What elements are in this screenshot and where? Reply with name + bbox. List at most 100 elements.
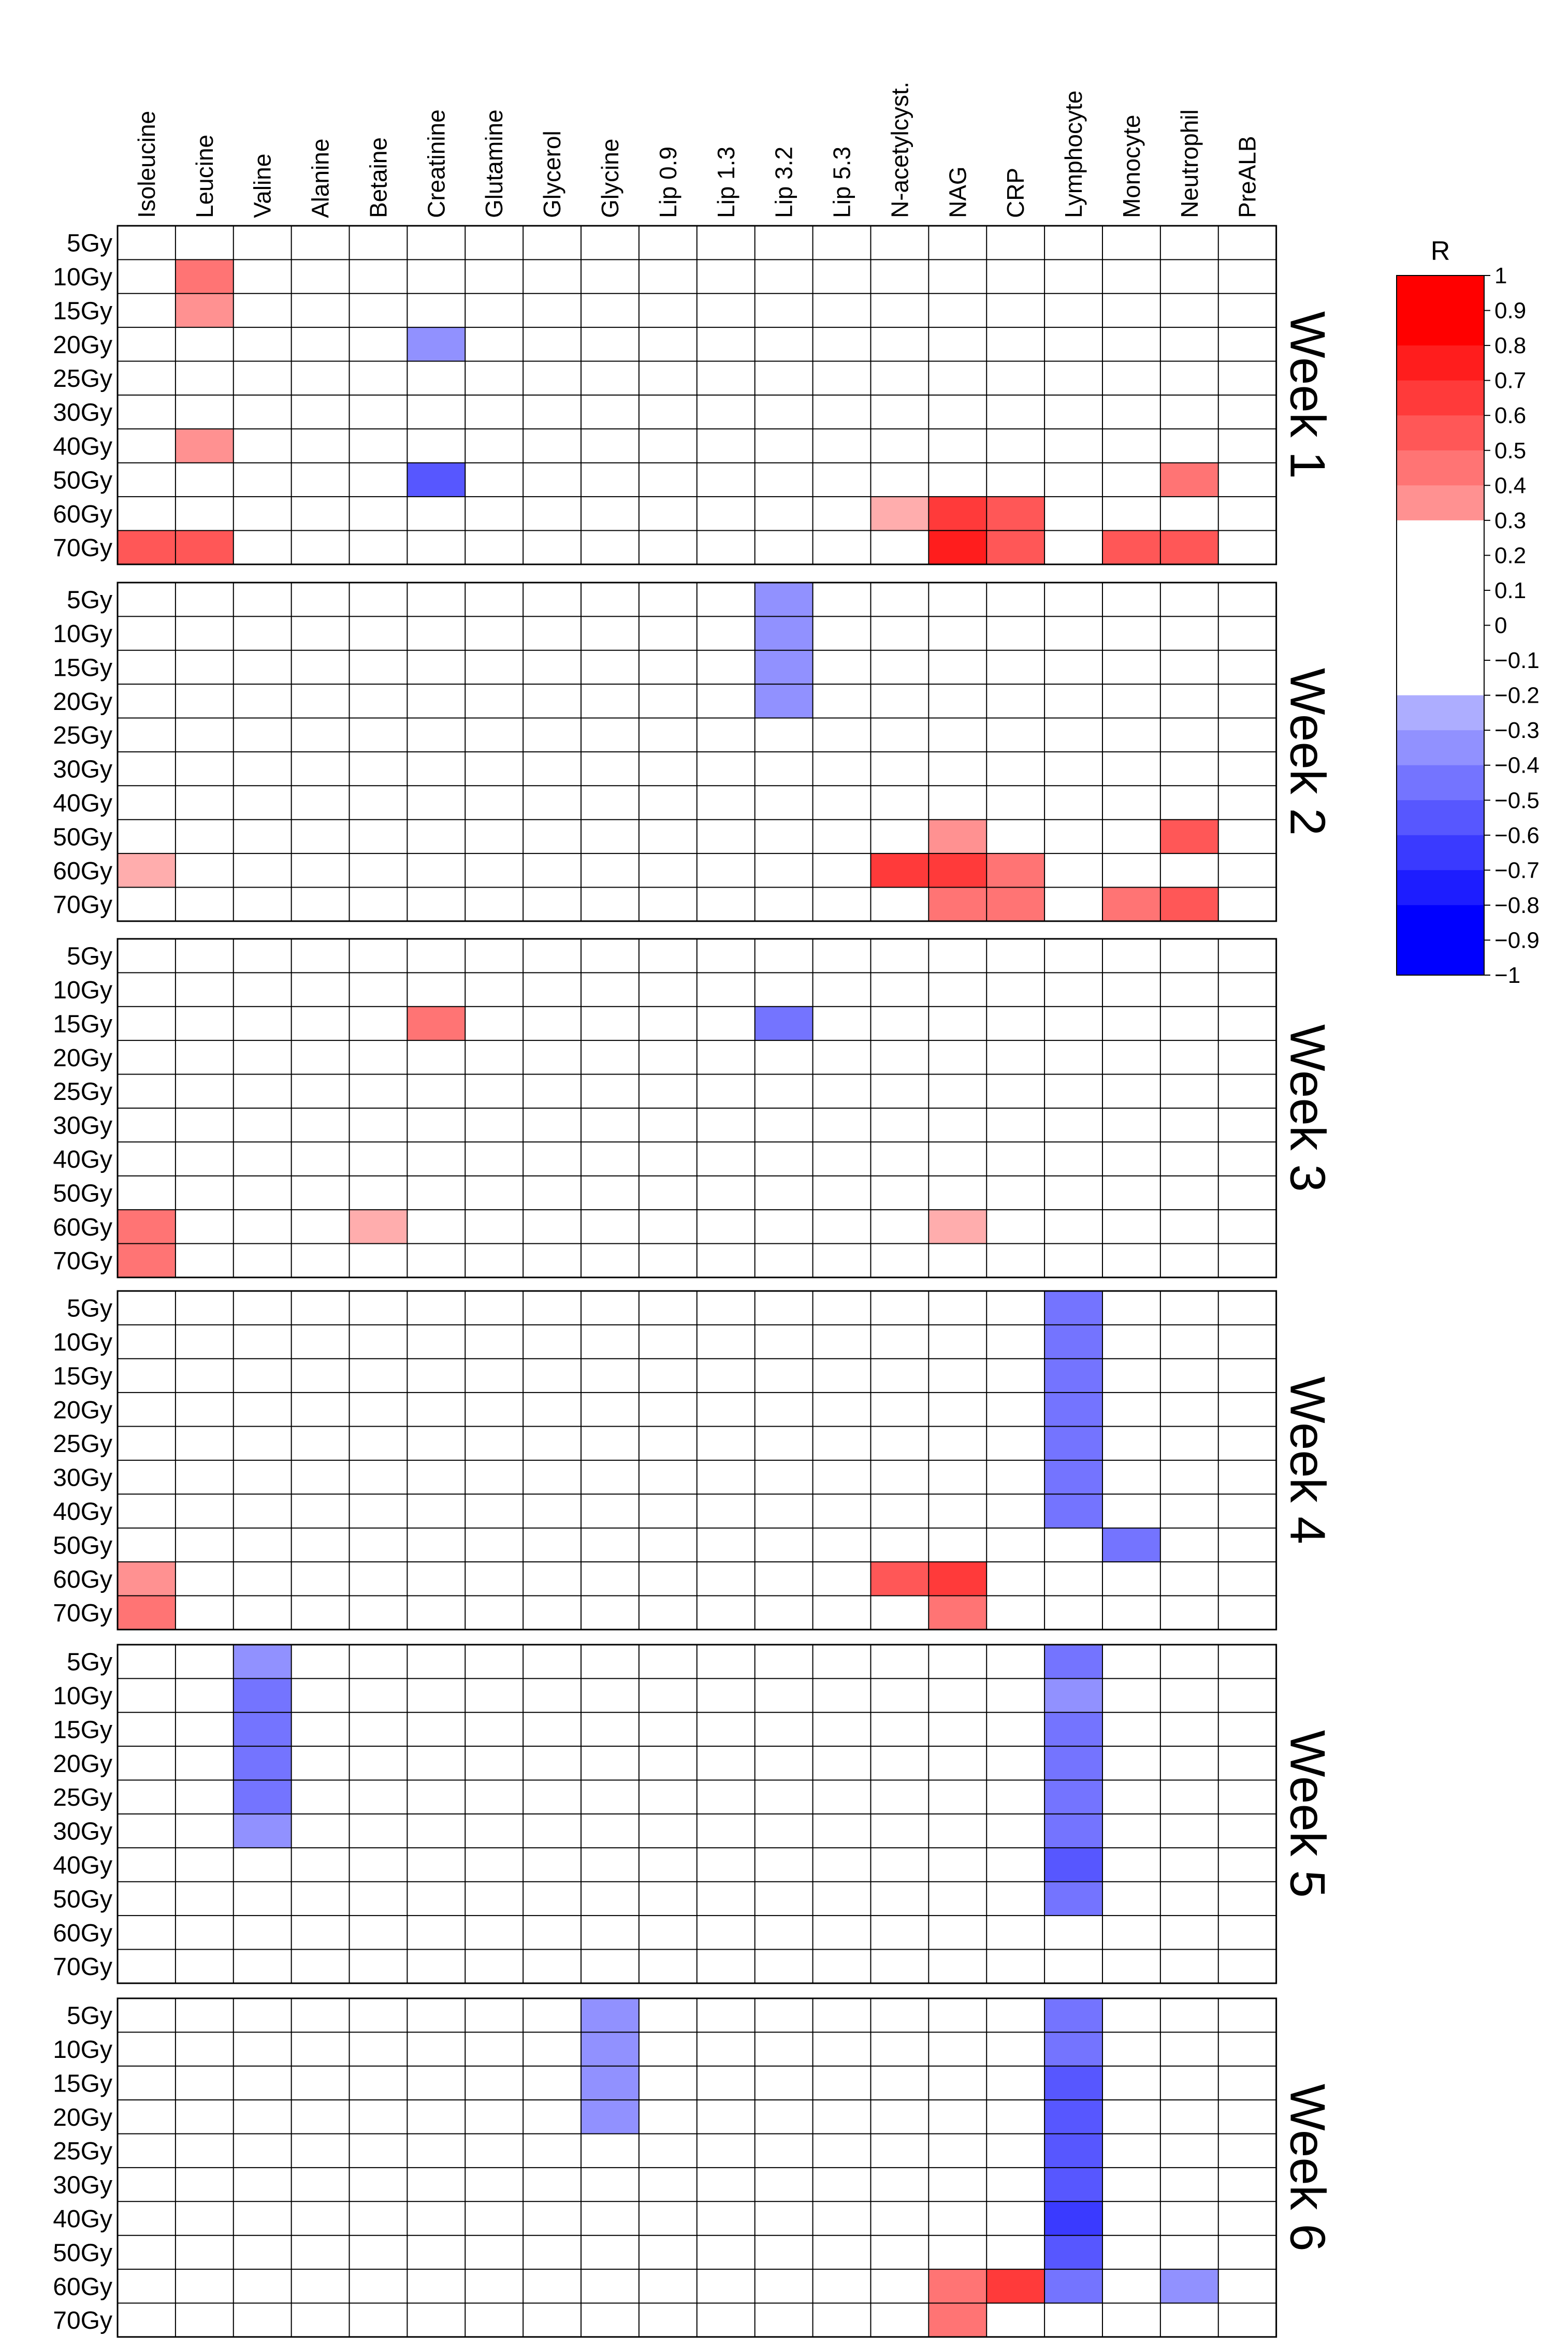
heatmap-cell [928, 2269, 987, 2303]
heatmap-cell [1044, 1494, 1102, 1528]
panel-label-week-6: Week 6 [1280, 2084, 1335, 2252]
legend-swatch [1397, 520, 1484, 556]
column-label-valine: Valine [249, 154, 276, 218]
panel-border [117, 225, 1277, 565]
heatmap-cell [1044, 1426, 1102, 1460]
heatmap-cell [928, 887, 987, 921]
heatmap-cell [1160, 819, 1218, 854]
row-label: 60Gy [53, 1214, 112, 1241]
legend-tick-label: −0.8 [1494, 893, 1540, 918]
legend-title: R [1431, 236, 1450, 266]
legend-tick-label: 0.7 [1494, 368, 1526, 394]
legend-tick-label: −0.4 [1494, 753, 1540, 778]
legend-tick-label: −1 [1494, 963, 1520, 988]
row-label: 30Gy [53, 2172, 112, 2199]
row-label: 70Gy [53, 1600, 112, 1627]
heatmap-cell [581, 2066, 639, 2100]
legend-tick-label: 0.5 [1494, 438, 1526, 463]
heatmap-cell [1044, 1392, 1102, 1427]
heatmap-cell [1044, 2167, 1102, 2202]
panel-label-week-2: Week 2 [1280, 668, 1335, 836]
legend-swatch [1397, 870, 1484, 906]
heatmap-cell [928, 2303, 987, 2337]
heatmap-cell [1044, 1998, 1102, 2033]
heatmap-cell [1160, 530, 1218, 564]
heatmap-cell [1044, 1780, 1102, 1814]
row-label: 30Gy [53, 1464, 112, 1492]
legend-swatch [1397, 380, 1484, 416]
column-label-lip-5-3: Lip 5.3 [829, 147, 855, 218]
row-label: 60Gy [53, 1566, 112, 1593]
row-label: 20Gy [53, 1397, 112, 1424]
heatmap-cell [118, 1595, 176, 1630]
legend-tick-label: 0 [1494, 613, 1507, 638]
heatmap-cell [1160, 2269, 1218, 2303]
heatmap-cell [754, 650, 813, 685]
legend-tick-label: 0.2 [1494, 543, 1526, 568]
panel-label-week-5: Week 5 [1280, 1730, 1335, 1898]
heatmap-cell [928, 853, 987, 888]
heatmap-cell [928, 530, 987, 564]
row-label: 20Gy [53, 2104, 112, 2131]
heatmap-cell [1102, 530, 1160, 564]
column-label-glutamine: Glutamine [481, 109, 507, 218]
row-label: 15Gy [53, 1716, 112, 1744]
row-label: 25Gy [53, 1784, 112, 1811]
column-label-prealb: PreALB [1234, 136, 1261, 218]
row-label: 25Gy [53, 2138, 112, 2165]
heatmap-cell [870, 497, 929, 531]
heatmap-cell [118, 853, 176, 888]
heatmap-cell [407, 462, 466, 497]
row-label: 30Gy [53, 1112, 112, 1140]
legend-swatch [1397, 625, 1484, 661]
heatmap-cell [928, 819, 987, 854]
heatmap-cell [986, 2269, 1045, 2303]
column-label-leucine: Leucine [191, 135, 218, 218]
legend-tick-label: −0.2 [1494, 683, 1540, 708]
row-label: 50Gy [53, 467, 112, 494]
heatmap-cell [986, 887, 1045, 921]
column-label-crp: CRP [1002, 168, 1029, 218]
heatmap-cell [1044, 2066, 1102, 2100]
heatmap-cell [1044, 2269, 1102, 2303]
heatmap-cell [986, 530, 1045, 564]
legend-swatch [1397, 765, 1484, 801]
row-label: 60Gy [53, 2273, 112, 2301]
legend-tick-label: −0.1 [1494, 648, 1540, 673]
panel-border [117, 938, 1277, 1279]
heatmap-cell [118, 530, 176, 564]
heatmap-cell [118, 1562, 176, 1596]
row-label: 20Gy [53, 688, 112, 716]
heatmap-cell [233, 1645, 292, 1679]
heatmap-cell [870, 853, 929, 888]
heatmap-cell [754, 684, 813, 718]
row-label: 20Gy [53, 1750, 112, 1778]
legend-swatch [1397, 660, 1484, 696]
row-label: 15Gy [53, 1010, 112, 1038]
row-label: 40Gy [53, 1146, 112, 1173]
heatmap-cell [1044, 1460, 1102, 1494]
row-label: 10Gy [53, 977, 112, 1004]
row-label: 40Gy [53, 790, 112, 817]
heatmap-cell [581, 1998, 639, 2033]
legend-swatch [1397, 590, 1484, 626]
row-label: 25Gy [53, 365, 112, 393]
heatmap-cell [175, 293, 234, 328]
row-label: 30Gy [53, 756, 112, 783]
panel-label-week-1: Week 1 [1280, 311, 1335, 479]
row-label: 40Gy [53, 2205, 112, 2233]
heatmap-cell [1044, 2032, 1102, 2066]
heatmap-cell [1044, 1881, 1102, 1916]
row-label: 40Gy [53, 1852, 112, 1879]
heatmap-cell [754, 1006, 813, 1041]
column-label-betaine: Betaine [365, 137, 391, 218]
row-label: 5Gy [67, 1295, 112, 1323]
row-label: 30Gy [53, 399, 112, 427]
heatmap-cell [1044, 2201, 1102, 2236]
row-label: 5Gy [67, 587, 112, 614]
heatmap-cell [1044, 2235, 1102, 2270]
column-label-lip-0-9: Lip 0.9 [655, 147, 681, 218]
legend-swatch [1397, 730, 1484, 766]
legend-tick-label: 0.9 [1494, 298, 1526, 324]
